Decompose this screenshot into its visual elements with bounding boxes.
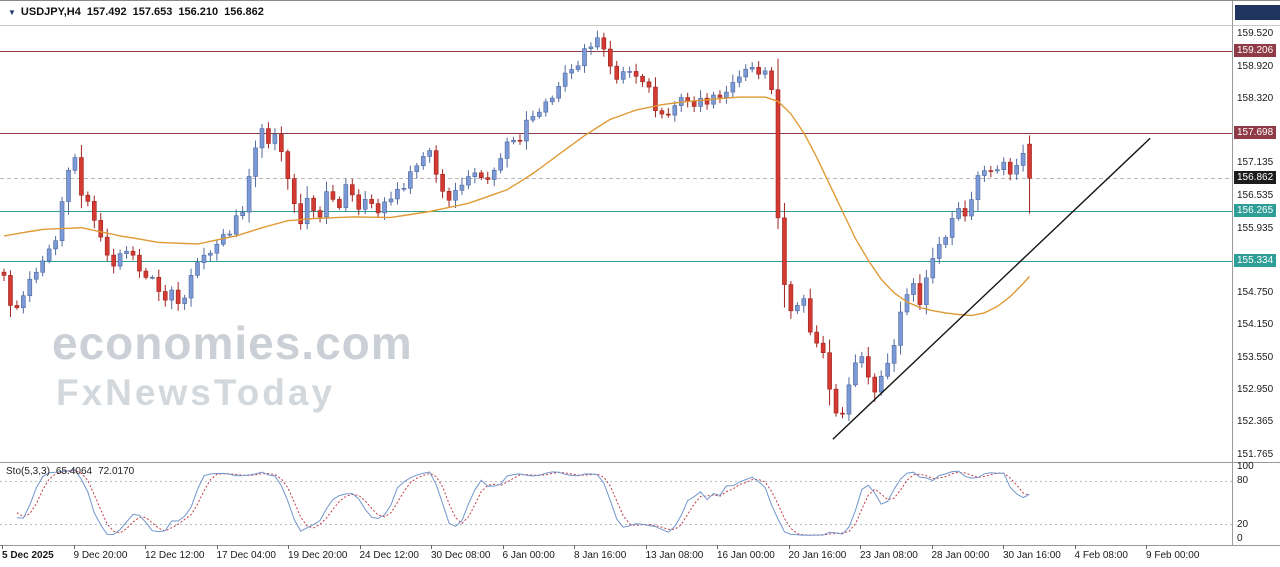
time-axis-tick xyxy=(73,545,75,549)
price-chart[interactable] xyxy=(0,0,1232,462)
time-axis-separator xyxy=(0,545,1280,546)
header-divider xyxy=(0,25,1280,26)
time-axis-tick xyxy=(860,545,861,549)
price-level-badge: 159.206 xyxy=(1234,44,1277,58)
time-axis-label: 8 Jan 16:00 xyxy=(574,550,627,561)
time-axis-tick xyxy=(717,545,718,549)
price-axis-label: 156.535 xyxy=(1237,190,1274,202)
ohlc-high: 157.653 xyxy=(132,6,173,18)
stochastic-axis-label: 20 xyxy=(1237,518,1249,530)
time-axis-tick xyxy=(502,545,504,549)
time-axis-tick xyxy=(645,545,647,549)
time-axis[interactable]: 5 Dec 2025 9 Dec 20:00 12 Dec 12:00 17 Dec … xyxy=(0,545,1280,567)
time-axis-label: 12 Dec 12:00 xyxy=(145,550,205,561)
time-axis-label: 4 Feb 08:00 xyxy=(1074,550,1128,561)
price-axis-label: 152.365 xyxy=(1237,416,1274,428)
time-axis-tick xyxy=(288,545,289,549)
time-axis-label: 24 Dec 12:00 xyxy=(359,550,420,561)
time-axis-label: 30 Dec 08:00 xyxy=(431,550,491,561)
time-axis-tick xyxy=(1003,545,1004,549)
time-axis-label: 20 Jan 16:00 xyxy=(788,550,847,561)
stochastic-d-value: 72.0170 xyxy=(98,466,135,477)
stochastic-name: Sto(5,3,3) xyxy=(6,466,50,477)
axis-vertical-separator xyxy=(1232,1,1233,545)
stochastic-axis: 100 80 20 0 xyxy=(1233,461,1280,545)
panel-resize-separator[interactable] xyxy=(0,462,1280,463)
price-level-badge: 155.334 xyxy=(1234,254,1277,268)
time-axis-tick xyxy=(1074,545,1076,549)
price-axis-label: 153.550 xyxy=(1237,351,1274,363)
stochastic-label: Sto(5,3,3) 65.4064 72.0170 xyxy=(6,466,140,477)
time-axis-tick xyxy=(788,545,790,549)
stochastic-k-value: 65.4064 xyxy=(55,466,93,477)
time-axis-tick xyxy=(1146,545,1147,549)
time-axis-label: 9 Feb 00:00 xyxy=(1146,550,1200,561)
symbol-dropdown-icon[interactable]: ▼ xyxy=(8,8,16,17)
price-axis-label: 154.150 xyxy=(1237,319,1274,331)
time-axis-label: 6 Jan 00:00 xyxy=(502,550,555,561)
symbol-label: USDJPY,H4 xyxy=(20,6,81,18)
time-axis-label: 5 Dec 2025 xyxy=(2,550,54,561)
time-axis-tick xyxy=(216,545,218,549)
window-top-border xyxy=(0,0,1280,1)
ohlc-low: 156.210 xyxy=(178,6,219,18)
time-axis-label: 30 Jan 16:00 xyxy=(1003,550,1061,561)
price-axis[interactable]: 159.520 158.920 158.320 157.135 156.535 155.9… xyxy=(1233,0,1280,462)
price-axis-label: 155.935 xyxy=(1237,222,1274,234)
time-axis-tick xyxy=(431,545,432,549)
time-axis-label: 17 Dec 04:00 xyxy=(216,550,277,561)
stochastic-axis-label: 80 xyxy=(1237,475,1249,487)
stochastic-axis-label: 0 xyxy=(1237,533,1243,544)
time-axis-label: 28 Jan 00:00 xyxy=(931,550,990,561)
stochastic-axis-label: 100 xyxy=(1237,461,1254,472)
price-axis-label: 152.950 xyxy=(1237,384,1274,396)
time-axis-label: 13 Jan 08:00 xyxy=(645,550,704,561)
stochastic-panel[interactable] xyxy=(0,463,1232,545)
time-axis-label: 19 Dec 20:00 xyxy=(288,550,348,561)
time-axis-label: 16 Jan 00:00 xyxy=(717,550,775,561)
time-axis-tick xyxy=(359,545,361,549)
time-axis-tick xyxy=(145,545,146,549)
time-axis-tick xyxy=(574,545,575,549)
time-axis-tick xyxy=(2,545,3,549)
price-axis-label: 157.135 xyxy=(1237,157,1274,169)
time-axis-label: 23 Jan 08:00 xyxy=(860,550,918,561)
price-level-badge: 157.698 xyxy=(1234,125,1277,139)
price-level-badge: 156.862 xyxy=(1234,171,1277,185)
price-axis-label: 158.920 xyxy=(1237,60,1274,72)
symbol-title: ▼ USDJPY,H4 157.492 157.653 156.210 156.862 xyxy=(8,6,270,18)
ohlc-open: 157.492 xyxy=(86,6,127,18)
ohlc-close: 156.862 xyxy=(224,6,264,18)
price-level-badge: 156.265 xyxy=(1234,203,1277,217)
price-axis-label: 151.765 xyxy=(1237,448,1274,460)
time-axis-tick xyxy=(931,545,933,549)
price-axis-label: 159.520 xyxy=(1237,28,1274,40)
price-axis-label: 158.320 xyxy=(1237,93,1274,105)
window-control-box xyxy=(1235,5,1280,20)
time-axis-label: 9 Dec 20:00 xyxy=(73,550,128,561)
price-axis-label: 154.750 xyxy=(1237,286,1274,298)
